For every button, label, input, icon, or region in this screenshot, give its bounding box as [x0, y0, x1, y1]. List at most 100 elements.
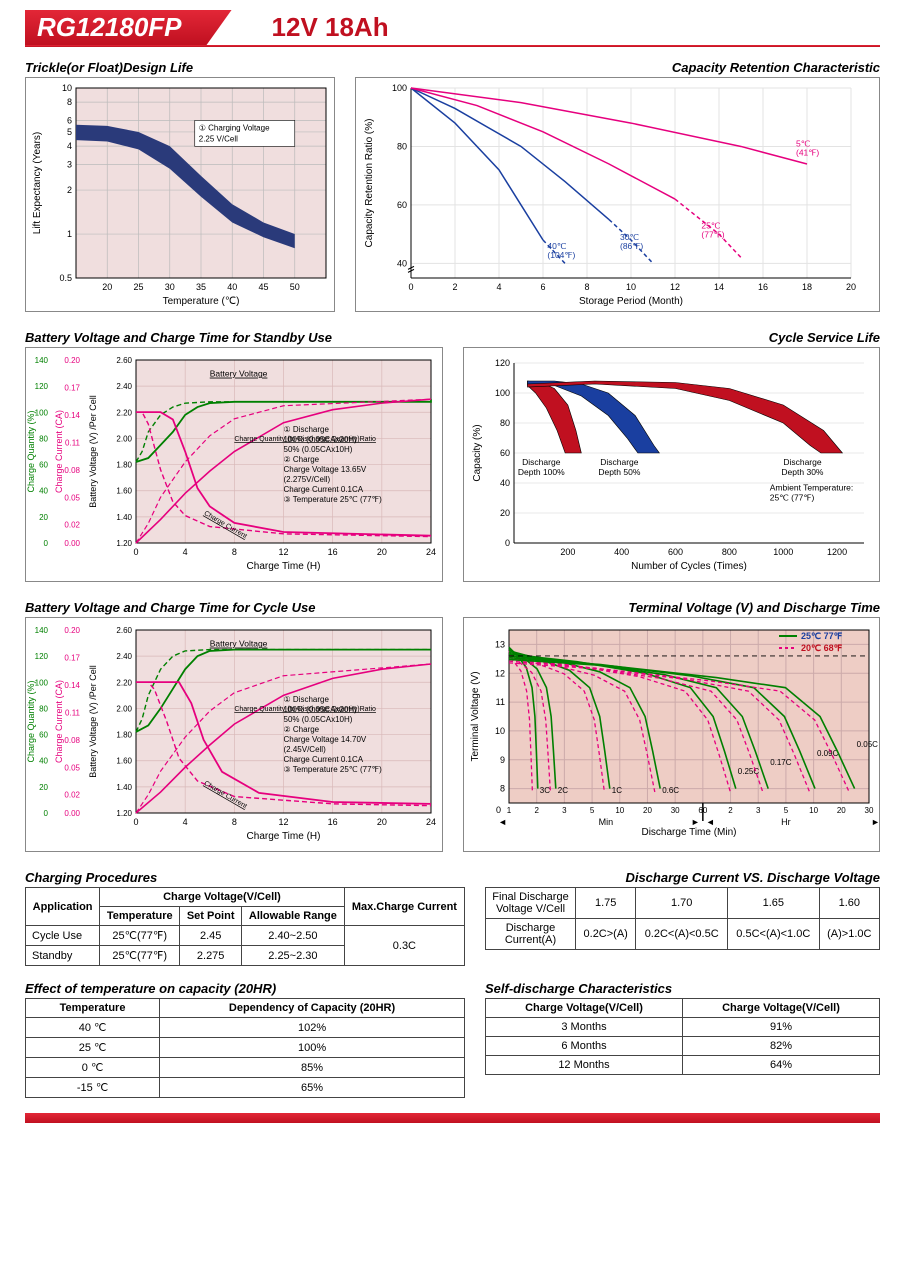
- svg-text:② Charge: ② Charge: [284, 455, 320, 464]
- header-bar: RG12180FP 12V 18Ah: [25, 10, 880, 45]
- svg-text:14: 14: [714, 282, 724, 292]
- svg-text:0.08: 0.08: [64, 736, 80, 745]
- svg-text:40: 40: [499, 478, 509, 488]
- svg-text:8: 8: [67, 97, 72, 107]
- svg-text:6: 6: [67, 115, 72, 125]
- svg-text:2.40: 2.40: [116, 652, 132, 661]
- svg-text:5: 5: [589, 806, 594, 815]
- footer-bar: [25, 1113, 880, 1123]
- svg-text:400: 400: [614, 547, 629, 557]
- svg-text:0: 0: [495, 805, 500, 815]
- svg-text:140: 140: [35, 356, 49, 365]
- chart-capacity-retention: 0246810121416182040608010040℃(104℉)30℃(8…: [355, 77, 880, 312]
- svg-text:25℃ 77℉: 25℃ 77℉: [801, 631, 843, 641]
- svg-text:4: 4: [67, 141, 72, 151]
- svg-text:30: 30: [165, 282, 175, 292]
- svg-text:20: 20: [39, 783, 48, 792]
- chart-cycle: 048121620241.201.401.601.802.002.202.402…: [25, 617, 443, 852]
- svg-text:Depth 50%: Depth 50%: [598, 467, 640, 477]
- svg-text:0.11: 0.11: [65, 708, 81, 717]
- svg-text:20: 20: [102, 282, 112, 292]
- svg-text:0.05C: 0.05C: [856, 740, 878, 749]
- svg-text:45: 45: [258, 282, 268, 292]
- svg-text:2.40: 2.40: [116, 382, 132, 391]
- chart-title-capret: Capacity Retention Characteristic: [355, 60, 880, 75]
- svg-text:16: 16: [328, 547, 338, 557]
- svg-text:Depth 100%: Depth 100%: [517, 467, 564, 477]
- svg-text:18: 18: [802, 282, 812, 292]
- svg-text:100: 100: [35, 678, 49, 687]
- chart-title-cyclelife: Cycle Service Life: [463, 330, 881, 345]
- svg-text:Battery Voltage: Battery Voltage: [210, 369, 268, 379]
- svg-text:16: 16: [328, 817, 338, 827]
- svg-text:Temperature (℃): Temperature (℃): [163, 296, 240, 307]
- svg-text:6: 6: [540, 282, 545, 292]
- svg-text:2.20: 2.20: [116, 408, 132, 417]
- tbl-title-charging: Charging Procedures: [25, 870, 465, 885]
- svg-text:Number of Cycles (Times): Number of Cycles (Times): [631, 561, 747, 572]
- svg-text:③ Temperature 25℃ (77℉): ③ Temperature 25℃ (77℉): [284, 495, 383, 504]
- svg-text:25℃ (77℉): 25℃ (77℉): [769, 493, 814, 503]
- chart-trickle: 202530354045500.5123456810① Charging Vol…: [25, 77, 335, 312]
- svg-text:(2.45V/Cell): (2.45V/Cell): [284, 745, 327, 754]
- svg-text:3C: 3C: [539, 786, 549, 795]
- svg-text:50: 50: [290, 282, 300, 292]
- svg-text:(86℉): (86℉): [620, 241, 643, 251]
- svg-text:4: 4: [183, 547, 188, 557]
- svg-text:3: 3: [67, 159, 72, 169]
- chart-title-trickle: Trickle(or Float)Design Life: [25, 60, 335, 75]
- svg-text:Charge Voltage 14.70V: Charge Voltage 14.70V: [284, 735, 367, 744]
- svg-text:2: 2: [452, 282, 457, 292]
- svg-text:10: 10: [626, 282, 636, 292]
- svg-text:►: ►: [871, 817, 880, 827]
- svg-text:13: 13: [494, 639, 504, 649]
- svg-text:Depth 30%: Depth 30%: [781, 467, 823, 477]
- svg-text:0.00: 0.00: [64, 809, 80, 818]
- chart-cycle-life: 20040060080010001200020406080100120Disch…: [463, 347, 881, 582]
- svg-text:1C: 1C: [611, 786, 621, 795]
- svg-text:100% (0.05CAx20H): 100% (0.05CAx20H): [284, 435, 358, 444]
- svg-text:1: 1: [67, 229, 72, 239]
- svg-text:① Discharge: ① Discharge: [284, 695, 330, 704]
- svg-text:0.14: 0.14: [64, 681, 80, 690]
- svg-text:30: 30: [670, 806, 679, 815]
- svg-text:(77℉): (77℉): [701, 229, 724, 239]
- tbl-title-self-discharge: Self-discharge Characteristics: [485, 981, 880, 996]
- svg-text:Capacity Retention Ratio (%): Capacity Retention Ratio (%): [364, 119, 375, 248]
- svg-text:Charge Quantity (%): Charge Quantity (%): [26, 410, 36, 492]
- svg-text:2C: 2C: [557, 786, 567, 795]
- svg-text:0.02: 0.02: [64, 521, 80, 530]
- svg-text:►: ►: [690, 817, 699, 827]
- svg-text:2: 2: [728, 806, 733, 815]
- svg-text:2.60: 2.60: [116, 626, 132, 635]
- svg-text:9: 9: [499, 755, 504, 765]
- svg-text:Discharge: Discharge: [600, 457, 639, 467]
- svg-text:2.00: 2.00: [116, 434, 132, 443]
- chart-title-cycle: Battery Voltage and Charge Time for Cycl…: [25, 600, 443, 615]
- svg-text:0: 0: [408, 282, 413, 292]
- svg-text:0: 0: [504, 538, 509, 548]
- svg-text:100: 100: [494, 388, 509, 398]
- svg-text:Discharge: Discharge: [783, 457, 822, 467]
- chart-title-standby: Battery Voltage and Charge Time for Stan…: [25, 330, 443, 345]
- model-label: RG12180FP: [25, 10, 232, 45]
- svg-text:Battery Voltage (V) /Per Cell: Battery Voltage (V) /Per Cell: [88, 395, 98, 508]
- svg-text:4: 4: [496, 282, 501, 292]
- svg-text:200: 200: [560, 547, 575, 557]
- svg-text:2.00: 2.00: [116, 704, 132, 713]
- svg-text:2: 2: [534, 806, 539, 815]
- svg-text:2.25 V/Cell: 2.25 V/Cell: [199, 134, 238, 143]
- svg-text:800: 800: [721, 547, 736, 557]
- svg-text:(41℉): (41℉): [796, 147, 819, 157]
- svg-text:20: 20: [643, 806, 652, 815]
- svg-text:2: 2: [67, 185, 72, 195]
- svg-text:1: 1: [506, 806, 511, 815]
- svg-text:25: 25: [133, 282, 143, 292]
- svg-text:40: 40: [397, 258, 407, 268]
- svg-text:8: 8: [499, 784, 504, 794]
- svg-text:20: 20: [39, 513, 48, 522]
- svg-text:50% (0.05CAx10H): 50% (0.05CAx10H): [284, 445, 353, 454]
- svg-text:Battery Voltage: Battery Voltage: [210, 639, 268, 649]
- svg-text:12: 12: [670, 282, 680, 292]
- svg-text:12: 12: [278, 817, 288, 827]
